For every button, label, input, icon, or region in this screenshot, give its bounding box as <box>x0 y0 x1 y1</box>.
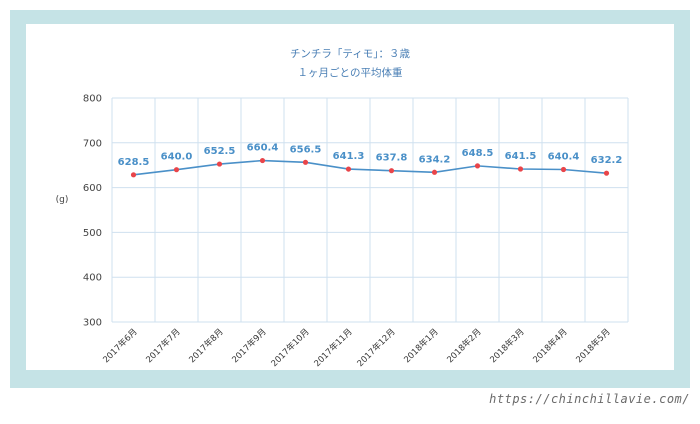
grid-layer <box>111 97 629 323</box>
chart-panel: チンチラ「ティモ」：３歳 １ヶ月ごとの平均体重 (g) 300 400 500 600… <box>26 24 674 370</box>
x-tick-label: 2017年6月 <box>101 326 140 365</box>
data-label: 640.4 <box>548 152 580 163</box>
x-tick-label: 2017年10月 <box>269 326 312 369</box>
data-point <box>560 166 567 173</box>
data-point <box>130 172 137 178</box>
x-tick-label: 2018年5月 <box>574 326 613 365</box>
data-label: 628.5 <box>118 157 150 168</box>
x-tick-label: 2017年8月 <box>187 326 226 365</box>
y-tick-label: 700 <box>83 138 102 149</box>
data-point <box>388 168 395 174</box>
x-tick-label: 2018年1月 <box>402 326 441 365</box>
data-label: 648.5 <box>462 148 494 159</box>
chart-subtitle: １ヶ月ごとの平均体重 <box>298 66 403 79</box>
data-point <box>173 167 180 173</box>
site-watermark: https://chinchillavie.com/ <box>489 392 690 406</box>
weight-line-chart: チンチラ「ティモ」：３歳 １ヶ月ごとの平均体重 (g) 300 400 500 600… <box>56 48 629 369</box>
chart-title: チンチラ「ティモ」：３歳 <box>290 48 411 60</box>
data-label: 652.5 <box>204 146 236 157</box>
x-tick-labels: 2017年6月 2017年7月 2017年8月 2017年9月 2017年10月 2017… <box>101 326 613 369</box>
y-tick-label: 400 <box>83 273 102 284</box>
data-labels: 628.5 640.0 652.5 660.4 656.5 641.3 637.8 634.2… <box>118 143 623 168</box>
data-label: 632.2 <box>591 155 623 166</box>
data-label: 641.5 <box>505 151 537 162</box>
data-point <box>474 163 481 169</box>
data-point <box>216 161 223 167</box>
data-label: 656.5 <box>290 144 322 155</box>
series-line <box>133 159 607 176</box>
data-point <box>345 166 352 172</box>
data-markers <box>130 157 610 178</box>
y-tick-label: 500 <box>83 228 102 239</box>
x-tick-label: 2017年7月 <box>144 326 183 365</box>
y-tick-label: 600 <box>83 183 102 194</box>
y-tick-label: 800 <box>83 94 102 105</box>
x-tick-label: 2017年11月 <box>312 326 355 369</box>
data-label: 637.8 <box>376 153 408 164</box>
y-tick-labels: 300 400 500 600 700 800 <box>83 94 102 329</box>
data-label: 660.4 <box>247 143 279 154</box>
data-point <box>517 166 524 172</box>
data-label: 641.3 <box>333 151 365 162</box>
x-tick-label: 2018年2月 <box>445 326 484 365</box>
data-label: 634.2 <box>419 154 451 165</box>
x-tick-label: 2017年9月 <box>230 326 269 365</box>
y-tick-label: 300 <box>83 318 102 329</box>
data-point <box>603 170 610 176</box>
y-axis-label: (g) <box>56 195 69 205</box>
x-tick-label: 2018年4月 <box>531 326 570 365</box>
data-point <box>259 157 266 164</box>
x-tick-label: 2017年12月 <box>355 326 398 369</box>
data-point <box>302 159 309 165</box>
x-tick-label: 2018年3月 <box>488 326 527 365</box>
chart-frame: チンチラ「ティモ」：３歳 １ヶ月ごとの平均体重 (g) 300 400 500 600… <box>10 10 690 388</box>
data-label: 640.0 <box>161 152 193 163</box>
data-point <box>431 169 438 175</box>
